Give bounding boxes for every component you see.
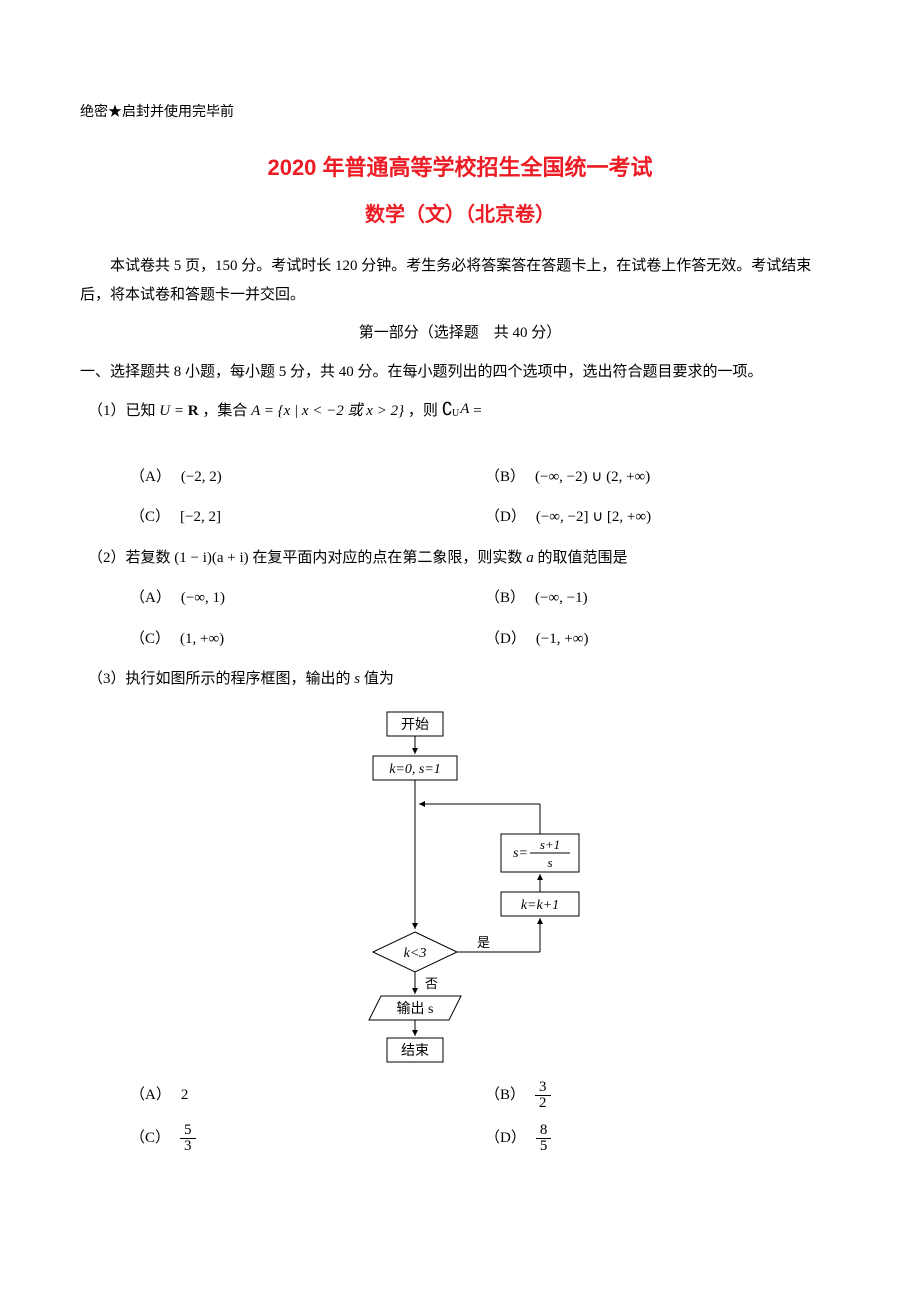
opt-value: (−∞, −1) [535,584,588,613]
q1-setA: A = {x | x < −2 或 x > 2} [251,403,404,419]
q1-options: （A） (−2, 2) （B） (−∞, −2) ∪ (2, +∞) （C） [… [130,457,840,538]
opt-label: （D） [485,503,526,532]
complement-A-symbol: ∁UA [442,392,470,426]
opt-value-frac: 3 2 [535,1080,551,1111]
q1-mid2: ，则 [408,403,438,419]
q2-opt-D: （D） (−1, +∞) [485,625,840,654]
flow-start: 开始 [401,717,429,733]
frac-den: 5 [536,1139,552,1154]
flow-update-k: k=k+1 [521,898,559,913]
opt-value: 2 [181,1081,189,1110]
q2-var: a [526,550,534,566]
opt-label: （D） [485,1124,526,1153]
q3-opt-A: （A） 2 [130,1080,485,1111]
flow-cond: k<3 [404,946,427,961]
opt-label: （C） [130,503,170,532]
opt-label: （B） [485,584,525,613]
question-3: （3）执行如图所示的程序框图，输出的 s 值为 [88,665,840,694]
q1-pre: （1）已知 [88,403,156,419]
secrecy-line: 绝密★启封并使用完毕前 [80,100,840,127]
opt-label: （D） [485,625,526,654]
q1-u-R: R [188,403,199,419]
flow-update-s-den: s [547,855,552,870]
flow-output: 输出 s [397,1001,434,1017]
frac-num: 8 [536,1123,552,1139]
q1-opt-D: （D） (−∞, −2] ∪ [2, +∞) [485,503,840,532]
q1-opt-B: （B） (−∞, −2) ∪ (2, +∞) [485,463,840,492]
opt-value: (−2, 2) [181,463,222,492]
q3-options: （A） 2 （B） 3 2 （C） 5 3 （D） 8 5 [130,1074,840,1160]
opt-value: (−∞, −2] ∪ [2, +∞) [536,503,651,532]
q3-var: s [354,671,360,687]
frac-den: 2 [535,1096,551,1111]
flow-init: k=0, s=1 [389,762,441,777]
q1-complA-eq: = [473,403,481,419]
section1-instructions: 一、选择题共 8 小题，每小题 5 分，共 40 分。在每小题列出的四个选项中，… [80,358,840,387]
opt-value: (−∞, −2) ∪ (2, +∞) [535,463,650,492]
opt-value: (−1, +∞) [536,625,589,654]
opt-value: (1, +∞) [180,625,224,654]
opt-value: [−2, 2] [180,503,221,532]
q2-options: （A） (−∞, 1) （B） (−∞, −1) （C） (1, +∞) （D）… [130,578,840,659]
q2-expr: (1 − i)(a + i) [174,550,248,566]
opt-label: （B） [485,1081,525,1110]
q3-pre: （3）执行如图所示的程序框图，输出的 [88,671,351,687]
q3-opt-C: （C） 5 3 [130,1123,485,1154]
frac-num: 3 [535,1080,551,1096]
frac-den: 3 [180,1139,196,1154]
flowchart-svg: 开始 k=0, s=1 s= s+1 s k=k+1 k<3 是 否 输出 s [315,704,605,1064]
opt-label: （B） [485,463,525,492]
q1-opt-A: （A） (−2, 2) [130,463,485,492]
q3-post: 值为 [364,671,394,687]
q2-opt-C: （C） (1, +∞) [130,625,485,654]
opt-label: （C） [130,1124,170,1153]
opt-value-frac: 8 5 [536,1123,552,1154]
flow-end: 结束 [401,1043,429,1059]
q2-opt-A: （A） (−∞, 1) [130,584,485,613]
q2-pre: （2）若复数 [88,550,171,566]
opt-label: （C） [130,625,170,654]
question-1: （1）已知 U = R ，集合 A = {x | x < −2 或 x > 2}… [88,392,840,426]
q2-opt-B: （B） (−∞, −1) [485,584,840,613]
opt-label: （A） [130,1081,171,1110]
q2-post: 的取值范围是 [537,550,627,566]
frac-num: 5 [180,1123,196,1139]
q3-opt-B: （B） 3 2 [485,1080,840,1111]
opt-label: （A） [130,463,171,492]
q3-opt-D: （D） 8 5 [485,1123,840,1154]
title-main: 2020 年普通高等学校招生全国统一考试 [80,147,840,189]
flow-update-s-lhs: s= [513,846,528,861]
flow-update-s-num: s+1 [540,837,560,852]
opt-value-frac: 5 3 [180,1123,196,1154]
flowchart-container: 开始 k=0, s=1 s= s+1 s k=k+1 k<3 是 否 输出 s [80,704,840,1064]
flow-no: 否 [425,976,438,991]
flow-yes: 是 [477,935,490,950]
q1-opt-C: （C） [−2, 2] [130,503,485,532]
exam-intro: 本试卷共 5 页，150 分。考试时长 120 分钟。考生务必将答案答在答题卡上… [80,252,840,309]
q2-mid: 在复平面内对应的点在第二象限，则实数 [252,550,522,566]
opt-label: （A） [130,584,171,613]
opt-value: (−∞, 1) [181,584,225,613]
part1-header: 第一部分（选择题 共 40 分） [80,319,840,348]
title-sub: 数学（文）（北京卷） [80,196,840,234]
question-2: （2）若复数 (1 − i)(a + i) 在复平面内对应的点在第二象限，则实数… [88,544,840,573]
q1-u-eq: U = [159,403,187,419]
q1-mid1: ，集合 [202,403,247,419]
